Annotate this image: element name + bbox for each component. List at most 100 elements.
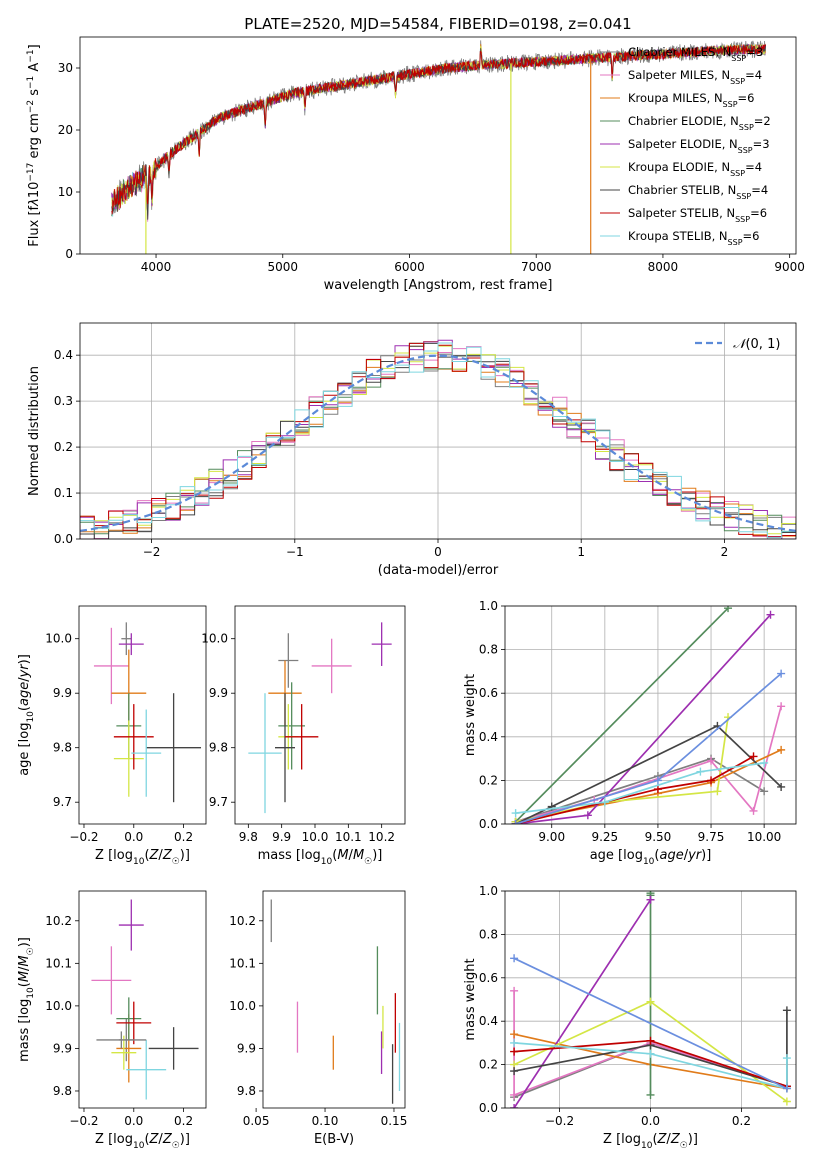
weight-marker [777,745,786,754]
histogram-series [80,342,796,539]
y-tick-label: 10.0 [45,999,72,1013]
x-tick-label: 10.00 [747,830,781,844]
legend-label: Salpeter ELODIE, NSSP=3 [628,137,770,155]
weight-marker [782,1054,791,1063]
weight-marker [653,776,662,785]
weight-marker [707,756,716,765]
x-tick-label: 9.00 [538,830,565,844]
weight-series [515,755,754,824]
chart-age_vs_mass: 9.8 9.9 10.0 10.1 10.2 9.7 9.8 9.9 10.0 mass [log… [201,605,406,867]
x-tick-label: −0.2 [69,1114,98,1128]
x-tick-label: 9.50 [645,830,672,844]
weight-marker [646,895,655,904]
x-tick-label: 0 [434,545,442,559]
y-axis-label: Flux [fλ10−17 erg cm−2 s−1 A−1] [26,44,42,246]
x-tick-label: 0.2 [732,1114,751,1128]
x-tick-label: 0.2 [174,830,193,844]
x-axis-label: wavelength [Angstrom, rest frame] [324,278,553,293]
weight-marker [510,1067,519,1076]
y-tick-label: 0.0 [54,532,73,546]
weight-marker [510,1104,519,1108]
weight-marker [646,997,655,1006]
x-tick-label: 9.9 [272,830,291,844]
y-tick-label: 10.0 [229,999,256,1013]
y-tick-label: 0.2 [479,1058,498,1072]
x-tick-label: 0.0 [641,1114,660,1128]
axes-frame [78,605,207,825]
weight-marker [707,776,716,785]
x-tick-label: 0.05 [243,1114,270,1128]
weight-series [515,762,765,814]
weight-marker [782,1006,791,1015]
weight-series [515,717,729,823]
x-tick-label: 10.2 [368,830,395,844]
y-tick-label: 10.1 [229,956,256,970]
weight-series [514,607,729,823]
x-tick-label: 9000 [774,260,805,274]
weight-marker [766,610,775,619]
weight-marker [760,758,769,767]
x-tick-label: 0.2 [174,1114,193,1128]
x-tick-label: 0.10 [312,1114,339,1128]
y-tick-label: 0.1 [54,486,73,500]
legend-label: Chabrier STELIB, NSSP=4 [628,183,768,201]
weight-marker [600,798,609,807]
y-tick-label: 9.8 [53,1084,72,1098]
weight-marker [511,809,520,818]
x-axis-label: age [log10(age/yr)] [590,848,712,867]
weight-marker [510,1090,519,1099]
axes-frame [262,890,406,1109]
plot-area [270,899,401,1104]
plot-area [248,622,392,814]
y-tick-label: 9.9 [209,686,228,700]
y-tick-label: 0.0 [479,1101,498,1115]
axes-frame [79,322,797,540]
weight-marker [782,1084,791,1093]
plot-area [511,606,786,824]
plot-area [91,899,199,1100]
x-tick-label: 10.1 [335,830,362,844]
axes-frame [504,890,797,1109]
x-tick-label: −1 [286,545,304,559]
axes-frame [234,605,406,825]
legend-label: 𝒩(0, 1) [733,337,780,352]
y-tick-label: 0.6 [479,971,498,985]
y-tick-label: 9.8 [237,1084,256,1098]
axes-frame [79,36,797,255]
weight-series [513,1010,788,1088]
chart-residuals: −2 −1 0 1 2 0.0 0.1 0.2 0.3 0.4 (data-model)/error… [27,322,797,578]
y-tick-label: 30 [58,61,73,75]
weight-marker [510,1038,519,1047]
y-tick-label: 20 [58,123,73,137]
x-tick-label: −2 [143,545,161,559]
x-axis-label: Z [log10(Z/Z☉)] [95,848,190,867]
legend-label: Chabrier MILES, NSSP=3 [628,45,763,63]
weight-series [515,724,782,824]
figure-title: PLATE=2520, MJD=54584, FIBERID=0198, z=0… [244,15,631,33]
x-tick-label: 0.0 [124,830,143,844]
chart-weight_vs_Z: −0.2 0.0 0.2 0.0 0.2 0.4 0.6 0.8 1.0 Z [log10(Z/Z… [463,884,797,1151]
y-tick-label: 0.4 [479,1014,498,1028]
x-tick-label: 5000 [267,260,298,274]
weight-series [513,957,788,1090]
weight-marker [724,606,733,613]
weight-marker [696,767,705,776]
y-tick-label: 10.0 [45,632,72,646]
y-tick-label: 1.0 [479,884,498,898]
y-tick-label: 0.2 [54,440,73,454]
y-tick-label: 0.3 [54,394,73,408]
weight-marker [782,1097,791,1106]
chart-weight_vs_age: 9.00 9.25 9.50 9.75 10.00 0.0 0.2 0.4 0.6 0.8 1.0 a… [463,599,797,867]
y-tick-label: 9.9 [237,1041,256,1055]
x-tick-label: −0.2 [545,1114,574,1128]
chart-spectrum: 4000 5000 6000 7000 8000 9000 0 10 20 30 wavelengt… [26,36,805,293]
y-axis-label: mass weight [463,674,478,756]
plot-area [111,40,766,254]
y-tick-label: 0 [65,247,73,261]
chart-age_vs_Z: −0.2 0.0 0.2 9.7 9.8 9.9 10.0 Z [log10(Z/Z☉)] ag… [17,605,207,867]
weight-marker [760,787,769,796]
legend-label: Kroupa ELODIE, NSSP=4 [628,160,762,178]
plot-area [93,622,202,803]
weight-marker [646,1049,655,1058]
y-tick-label: 1.0 [479,599,498,613]
